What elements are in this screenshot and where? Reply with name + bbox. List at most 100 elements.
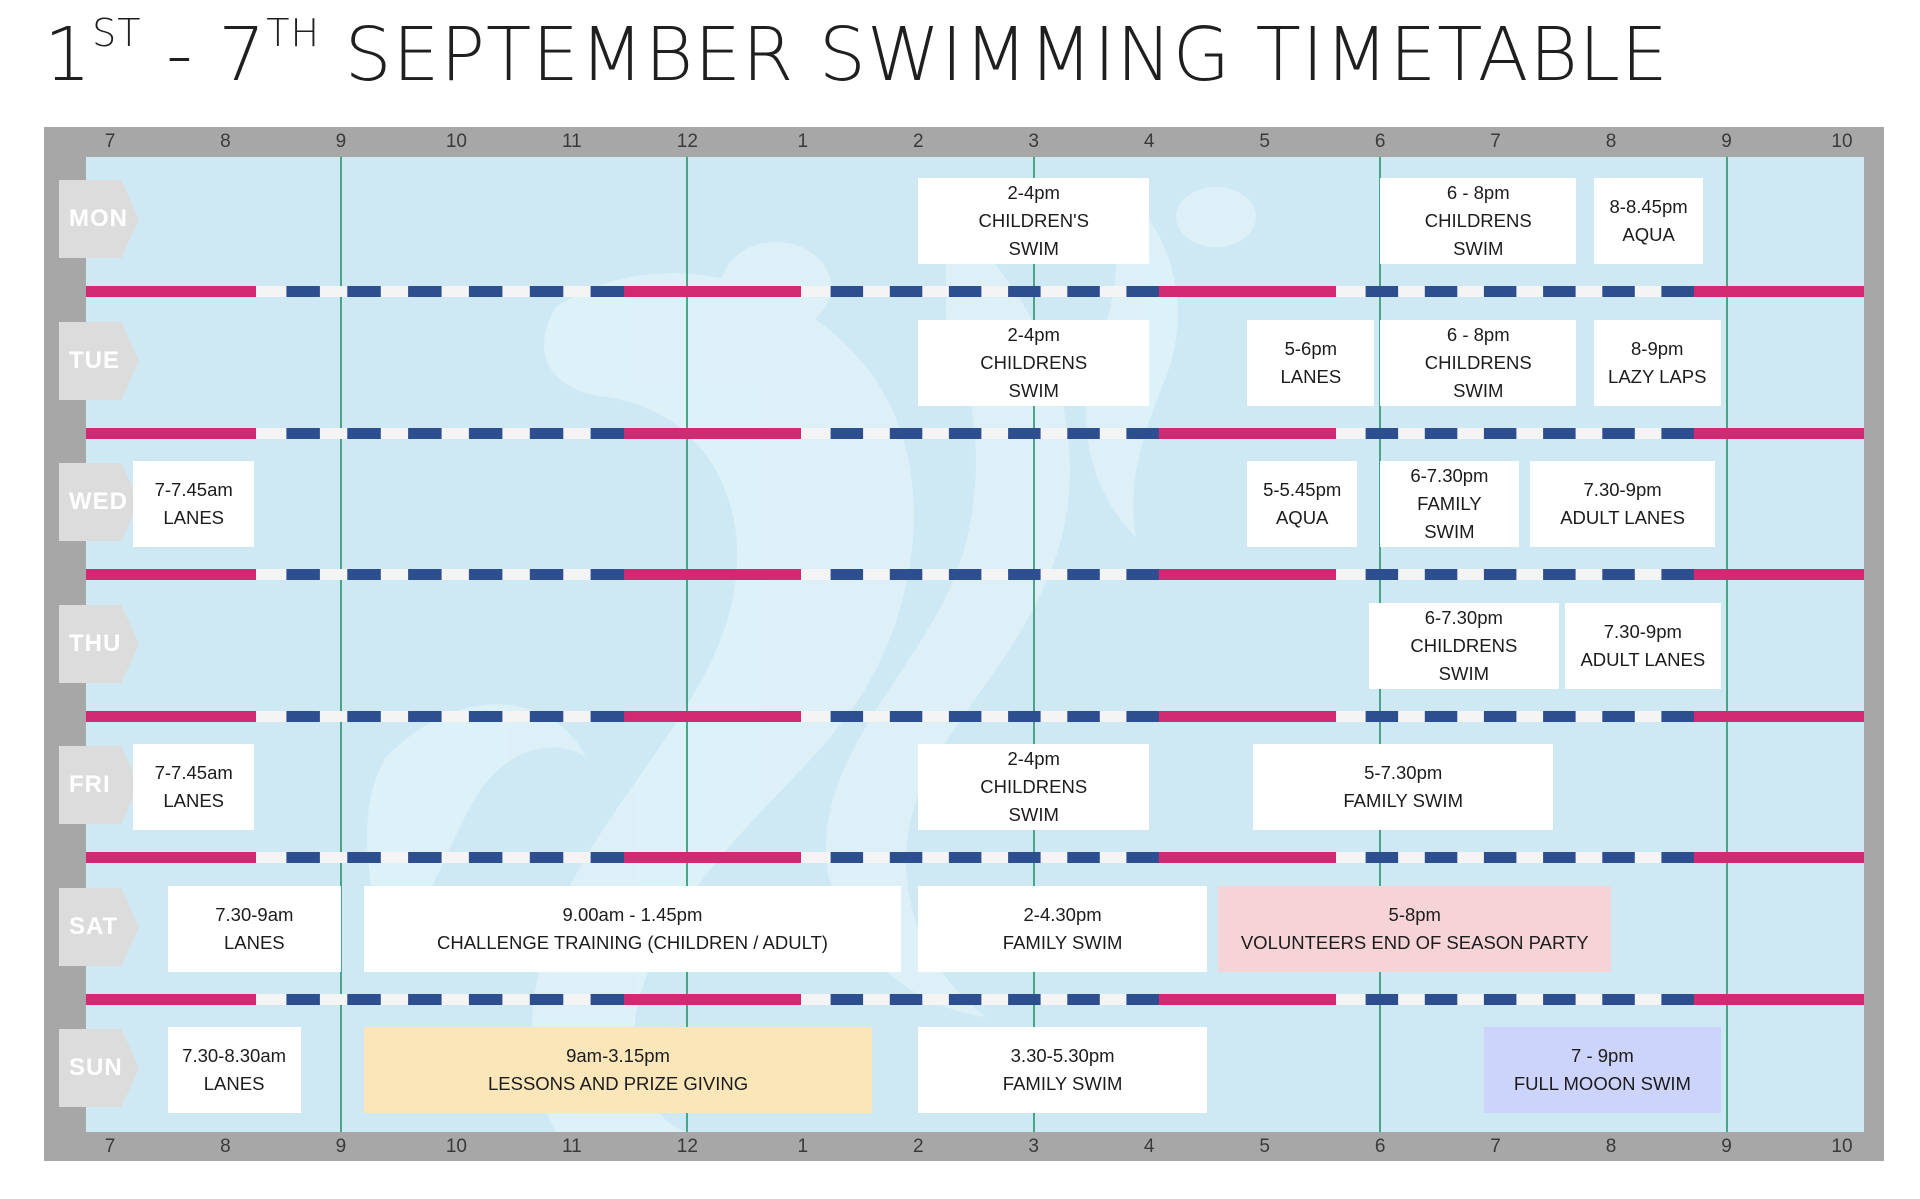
session-time: 7.30-9pm — [1583, 479, 1662, 500]
hour-tick-label: 8 — [1605, 131, 1617, 152]
day-label-sun: SUN — [59, 1029, 139, 1107]
hour-tick-label: 2 — [912, 1136, 924, 1157]
session-title: SWIM — [1424, 521, 1475, 542]
hour-tick-label: 12 — [676, 131, 698, 152]
session-title: FAMILY SWIM — [1343, 790, 1463, 811]
session-time: 9.00am - 1.45pm — [562, 904, 703, 925]
session-time: 8-9pm — [1631, 338, 1684, 359]
day-label-thu: THU — [59, 605, 139, 683]
session-title: SWIM — [1008, 804, 1059, 825]
hour-guide-line — [1725, 157, 1728, 1132]
session-title: LAZY LAPS — [1608, 366, 1707, 387]
session-title: ADULT LANES — [1560, 507, 1685, 528]
session-title: AQUA — [1275, 507, 1329, 528]
session-block: 6 - 8pm CHILDRENS SWIM — [1380, 320, 1577, 406]
session-title: LANES — [223, 932, 285, 953]
title-first-suffix: ST — [92, 11, 142, 55]
session-title: SWIM — [1453, 238, 1504, 259]
hour-tick-label: 6 — [1374, 1136, 1386, 1157]
session-block: 2-4pm CHILDREN'S SWIM — [918, 178, 1150, 264]
session-block: 8-9pm LAZY LAPS — [1593, 320, 1721, 406]
lane-rope — [86, 426, 1864, 439]
hour-tick-label: 8 — [220, 1136, 231, 1157]
session-time: 2-4pm — [1007, 182, 1060, 203]
session-time: 6-7.30pm — [1424, 607, 1503, 628]
session-time: 5-6pm — [1284, 338, 1338, 359]
hour-tick-label: 7 — [104, 1136, 116, 1157]
session-title: ADULT LANES — [1580, 649, 1706, 670]
title-second-suffix: TH — [266, 11, 321, 55]
session-block: 7 - 9pm FULL MOOON SWIM — [1484, 1027, 1721, 1113]
session-time: 3.30-5.30pm — [1010, 1045, 1115, 1066]
session-title: VOLUNTEERS END OF SEASON PARTY — [1240, 932, 1589, 953]
hour-tick-label: 1 — [797, 131, 809, 152]
session-title: LESSONS AND PRIZE GIVING — [487, 1073, 749, 1094]
session-title: FULL MOOON SWIM — [1513, 1073, 1691, 1094]
session-title: SWIM — [1008, 238, 1059, 259]
hour-tick-label: 7 — [1490, 1136, 1501, 1157]
session-title: SWIM — [1008, 380, 1059, 401]
session-title: CHILDRENS — [980, 352, 1088, 373]
session-time: 8-8.45pm — [1609, 196, 1688, 217]
hour-tick-label: 4 — [1143, 1136, 1155, 1157]
hour-tick-label: 7 — [104, 131, 116, 152]
lane-rope — [86, 850, 1864, 863]
session-block: 2-4pm CHILDRENS SWIM — [918, 744, 1150, 830]
hour-tick-label: 10 — [1831, 1136, 1853, 1157]
session-title: CHILDRENS — [1410, 635, 1518, 656]
session-block: 9.00am - 1.45pm CHALLENGE TRAINING (CHILD… — [364, 886, 901, 972]
hour-tick-label: 9 — [1721, 1136, 1732, 1157]
session-block: 5-6pm LANES — [1247, 320, 1375, 406]
lane-rope — [86, 709, 1864, 722]
hour-tick-label: 1 — [797, 1136, 809, 1157]
hour-tick-label: 9 — [335, 1136, 347, 1157]
hour-tick-label: 11 — [561, 131, 582, 152]
session-block: 2-4.30pm FAMILY SWIM — [918, 886, 1207, 972]
session-time: 6-7.30pm — [1410, 465, 1489, 486]
hour-tick-label: 10 — [445, 1136, 467, 1157]
hour-tick-label: 9 — [335, 131, 347, 152]
title-separator: - — [141, 12, 219, 98]
session-time: 2-4pm — [1007, 748, 1060, 769]
hour-tick-label: 10 — [1831, 131, 1853, 152]
session-time: 6 - 8pm — [1446, 324, 1510, 345]
session-title: SWIM — [1453, 380, 1504, 401]
session-time: 7-7.45am — [154, 479, 233, 500]
session-time: 5-8pm — [1388, 904, 1441, 925]
session-time: 7.30-9am — [215, 904, 294, 925]
session-block: 5-8pm VOLUNTEERS END OF SEASON PARTY — [1218, 886, 1612, 972]
session-block: 8-8.45pm AQUA — [1593, 178, 1704, 264]
session-block: 9am-3.15pm LESSONS AND PRIZE GIVING — [364, 1027, 873, 1113]
hour-tick-label: 5 — [1259, 131, 1270, 152]
hour-tick-label: 2 — [912, 131, 924, 152]
session-title: CHILDRENS — [1424, 352, 1532, 373]
session-title: CHILDRENS — [1424, 210, 1532, 231]
hour-tick-label: 10 — [445, 131, 467, 152]
session-title: LANES — [203, 1073, 265, 1094]
session-block: 6 - 8pm CHILDRENS SWIM — [1380, 178, 1577, 264]
session-time: 2-4pm — [1007, 324, 1060, 345]
session-time: 7 - 9pm — [1571, 1045, 1634, 1066]
session-title: LANES — [163, 790, 225, 811]
time-axis-top: 7 8 9 10 11 12 1 2 3 4 5 6 7 8 9 10 — [86, 127, 1864, 157]
day-label-fri: FRI — [59, 746, 139, 824]
session-title: CHILDREN'S — [978, 210, 1089, 231]
hour-tick-label: 11 — [561, 1136, 582, 1157]
session-title: CHILDRENS — [980, 776, 1088, 797]
hour-tick-label: 4 — [1143, 131, 1155, 152]
hour-tick-label: 8 — [1605, 1136, 1617, 1157]
session-time: 7-7.45am — [154, 762, 233, 783]
hour-guide-line — [1032, 157, 1035, 1132]
session-time: 9am-3.15pm — [566, 1045, 670, 1066]
hour-tick-label: 7 — [1490, 131, 1501, 152]
session-time: 7.30-9pm — [1603, 621, 1682, 642]
hour-tick-label: 3 — [1028, 131, 1039, 152]
session-block: 7-7.45am LANES — [133, 744, 255, 830]
session-block: 3.30-5.30pm FAMILY SWIM — [918, 1027, 1207, 1113]
hour-tick-label: 9 — [1721, 131, 1732, 152]
session-title: LANES — [1280, 366, 1342, 387]
session-block: 7.30-9pm ADULT LANES — [1530, 461, 1715, 547]
day-label-mon: MON — [59, 180, 139, 258]
lane-rope — [86, 992, 1864, 1005]
session-block: 2-4pm CHILDRENS SWIM — [918, 320, 1150, 406]
